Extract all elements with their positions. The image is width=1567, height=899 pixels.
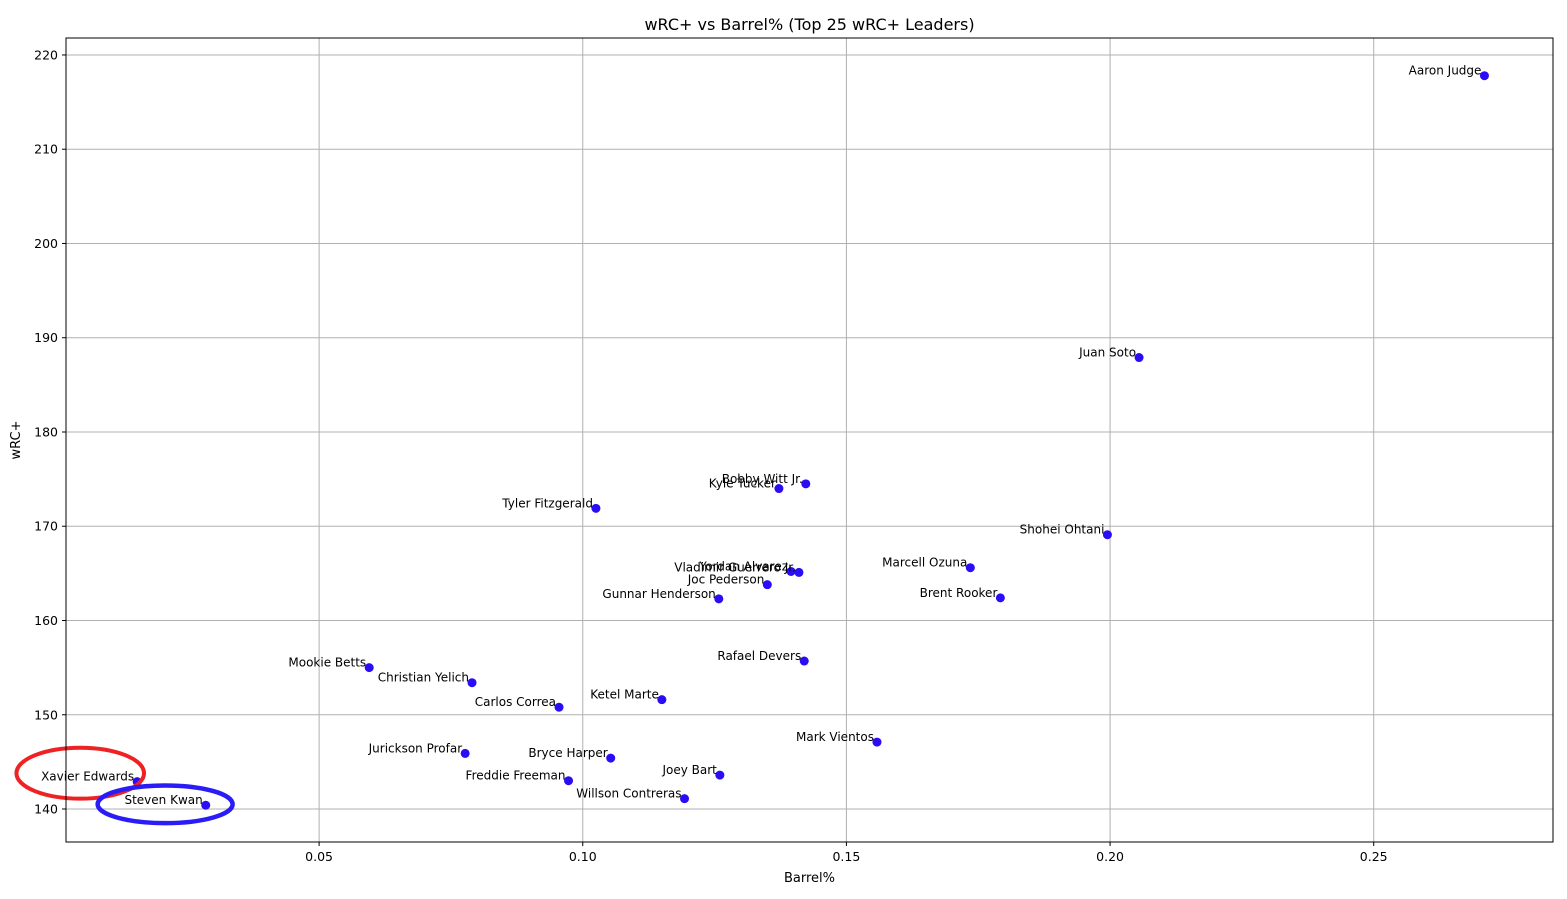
point-label: Marcell Ozuna	[882, 556, 967, 570]
scatter-point	[786, 566, 796, 576]
scatter-point	[460, 748, 470, 758]
point-label: Vladimir Guerrero Jr.	[674, 560, 796, 574]
point-label: Xavier Edwards	[41, 770, 134, 784]
scatter-point	[591, 503, 601, 513]
scatter-point	[801, 479, 811, 489]
scatter-point	[995, 593, 1005, 603]
scatter-point	[1479, 71, 1489, 81]
scatter-point	[715, 770, 725, 780]
scatter-point	[364, 663, 374, 673]
point-label: Mookie Betts	[288, 656, 366, 670]
scatter-point	[467, 678, 477, 688]
y-tick-label: 160	[34, 613, 58, 628]
scatter-point	[762, 580, 772, 590]
point-label: Shohei Ohtani	[1020, 523, 1105, 537]
scatter-point	[554, 702, 564, 712]
point-labels: Aaron Judge Juan Soto Bobby Witt Jr.Kyle T…	[41, 64, 1481, 808]
point-label: Steven Kwan	[124, 793, 202, 807]
highlight-ellipse	[95, 783, 235, 826]
grid	[66, 38, 1553, 842]
annotations	[14, 745, 235, 826]
scatter-point	[1102, 530, 1112, 540]
point-label: Tyler Fitzgerald	[501, 496, 593, 510]
point-label: Carlos Correa	[475, 695, 556, 709]
scatter-point	[965, 563, 975, 573]
point-label: Joc Pederson	[687, 573, 765, 587]
y-tick-label: 220	[34, 47, 58, 62]
scatter-point	[799, 656, 809, 666]
x-tick-label: 0.25	[1360, 849, 1388, 864]
scatter-point	[1134, 353, 1144, 363]
point-label: Yordan Alvarez	[698, 559, 788, 573]
y-tick-label: 170	[34, 519, 58, 534]
scatter-point	[201, 800, 211, 810]
x-axis-label: Barrel%	[784, 871, 835, 886]
scatter-point	[872, 737, 882, 747]
y-tick-label: 150	[34, 707, 58, 722]
plot-area-frame	[65, 37, 1554, 843]
y-tick-label: 200	[34, 236, 58, 251]
point-label: Joey Bart	[661, 763, 717, 777]
chart-title: wRC+ vs Barrel% (Top 25 wRC+ Leaders)	[644, 15, 974, 34]
scatter-point	[657, 695, 667, 705]
point-label: Gunnar Henderson	[602, 587, 715, 601]
point-label: Bryce Harper	[528, 746, 607, 760]
point-label: Brent Rooker	[920, 586, 998, 600]
point-label: Willson Contreras	[576, 787, 681, 801]
y-tick-label: 180	[34, 424, 58, 439]
data-points	[132, 71, 1489, 810]
point-label: Christian Yelich	[378, 671, 469, 685]
scatter-point	[680, 794, 690, 804]
axis-ticks: 0.05 0.10 0.15 0.20 0.25 140 150 160 170 180 190 20…	[34, 47, 1387, 864]
point-label: Aaron Judge	[1409, 64, 1482, 78]
scatter-point	[714, 594, 724, 604]
y-tick-label: 140	[34, 802, 58, 817]
point-label: Jurickson Profar	[368, 741, 463, 755]
highlight-ellipse	[14, 745, 147, 801]
x-tick-label: 0.20	[1096, 849, 1124, 864]
scatter-point	[564, 776, 574, 786]
x-tick-label: 0.10	[569, 849, 597, 864]
point-label: Freddie Freeman	[466, 769, 566, 783]
x-tick-label: 0.05	[305, 849, 333, 864]
scatter-point	[606, 753, 616, 763]
point-label: Rafael Devers	[717, 649, 801, 663]
x-tick-label: 0.15	[832, 849, 860, 864]
scatter-point	[774, 484, 784, 494]
point-label: Ketel Marte	[590, 688, 659, 702]
y-tick-label: 210	[34, 142, 58, 157]
point-label: Bobby Witt Jr.	[722, 472, 803, 486]
point-label: Kyle Tucker	[709, 477, 776, 491]
y-tick-label: 190	[34, 330, 58, 345]
scatter-point	[794, 567, 804, 577]
point-label: Juan Soto	[1078, 346, 1136, 360]
point-label: Mark Vientos	[796, 730, 874, 744]
y-axis-label: wRC+	[9, 421, 24, 460]
